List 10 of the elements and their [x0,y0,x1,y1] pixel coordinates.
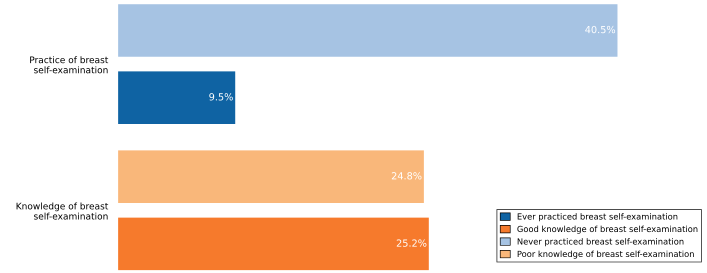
data-label: 24.8% [392,172,422,180]
data-label: 40.5% [585,26,616,34]
legend-label: Good knowledge of breast self-examination [517,226,698,234]
legend-label: Ever practiced breast self-examination [518,213,678,222]
y-tick-label: Practice of breast self-examination [30,56,108,74]
data-label: 9.5% [209,93,233,101]
y-tick-label: Knowledge of breast self-examination [16,202,108,220]
data-label: 25.2% [396,239,426,247]
legend-label: Poor knowledge of breast self-examination [518,250,694,259]
legend-label: Never practiced breast self-examination [518,238,684,246]
